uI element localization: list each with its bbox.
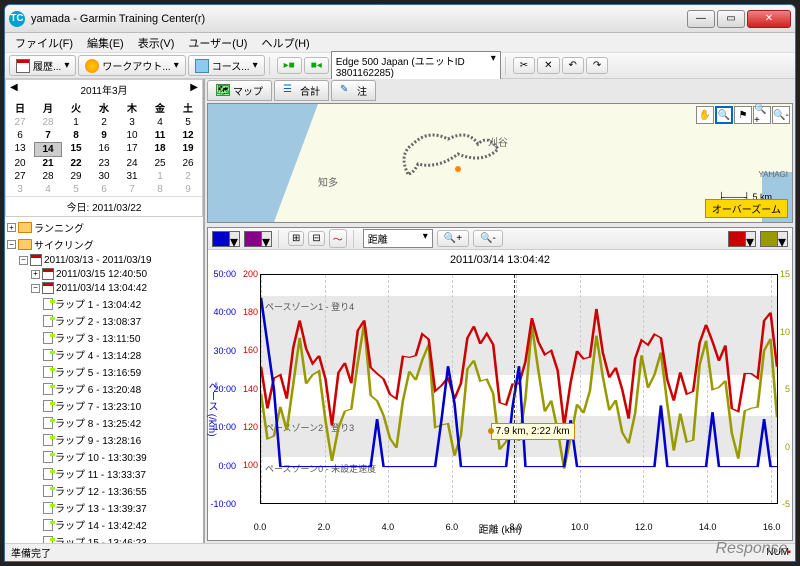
series-hr-swatch[interactable]: ▾ — [728, 231, 756, 247]
map-zoomout-icon[interactable]: 🔍- — [772, 106, 790, 124]
chart-mode-2[interactable]: ⊟ — [308, 231, 324, 246]
tool-delete-button[interactable]: ✕ — [537, 57, 559, 74]
tree-item[interactable]: ラップ 1 - 13:04:42 — [7, 295, 201, 312]
chart-panel: ▾ ▾ ⊞ ⊟ 〜 距離▾ 🔍+ 🔍- ▾ ▾ 2011/03/14 13:04… — [207, 227, 793, 541]
send-button[interactable]: ▸■ — [277, 57, 302, 74]
cal-month: 2011年3月 — [80, 82, 127, 97]
status-num: NUM — [766, 547, 789, 558]
tree-item[interactable]: ラップ 7 - 13:23:10 — [7, 397, 201, 414]
left-panel: ◀ 2011年3月 ▶ 日月火水木金土272812345678910111213… — [5, 79, 205, 543]
calendar: ◀ 2011年3月 ▶ 日月火水木金土272812345678910111213… — [5, 79, 203, 217]
minimize-button[interactable]: — — [687, 10, 715, 28]
tool-redo-button[interactable]: ↷ — [586, 57, 608, 74]
tree-item[interactable]: −2011/03/13 - 2011/03/19 — [7, 253, 201, 267]
map-zoom-icon[interactable]: 🔍 — [715, 106, 733, 124]
app-icon: TC — [9, 11, 25, 27]
tab-notes[interactable]: ✎注 — [331, 80, 376, 101]
tree-item[interactable]: ラップ 10 - 13:30:39 — [7, 448, 201, 465]
chart-mode-1[interactable]: ⊞ — [288, 231, 304, 246]
tree-item[interactable]: ラップ 5 - 13:16:59 — [7, 363, 201, 380]
tree-item[interactable]: +ランニング — [7, 219, 201, 236]
cal-today[interactable]: 今日: 2011/03/22 — [6, 196, 202, 216]
chart-toolbar: ▾ ▾ ⊞ ⊟ 〜 距離▾ 🔍+ 🔍- ▾ ▾ — [208, 228, 792, 250]
chart-title: 2011/03/14 13:04:42 — [208, 254, 792, 266]
plot-area[interactable]: ペースゾーン1 - 登り4 ペースゾーン2 - 登り3 ペースゾーン0 - 未設… — [260, 274, 778, 504]
main-area: ◀ 2011年3月 ▶ 日月火水木金土272812345678910111213… — [5, 79, 795, 543]
x-axis-select[interactable]: 距離▾ — [363, 229, 433, 248]
chart-tooltip: 7.9 km, 2:22 /km — [491, 423, 575, 440]
status-ready: 準備完了 — [11, 545, 51, 560]
map-overzoom-badge: オーバーズーム — [705, 199, 788, 218]
chart-zoomout[interactable]: 🔍- — [473, 230, 503, 247]
statusbar: 準備完了 NUM — [5, 543, 795, 561]
tree-item[interactable]: +2011/03/15 12:40:50 — [7, 267, 201, 281]
chart-lines — [261, 275, 777, 503]
tool-undo-button[interactable]: ↶ — [562, 57, 584, 74]
menu-user[interactable]: ユーザー(U) — [182, 33, 253, 53]
cal-next[interactable]: ▶ — [190, 82, 198, 97]
menu-view[interactable]: 表示(V) — [132, 33, 181, 53]
y-axis-grade: 151050-5 — [778, 274, 790, 504]
map-panel[interactable]: ✋ 🔍 ⚑ 🔍+ 🔍- 知多 刈谷 安城 YAHAGI ├───┤ 5 km オ… — [207, 103, 793, 223]
tree-item[interactable]: ラップ 12 - 13:36:55 — [7, 482, 201, 499]
y-axis-hr: 200180160140120100 — [236, 274, 258, 504]
tree-item[interactable]: ラップ 9 - 13:28:16 — [7, 431, 201, 448]
tree-item[interactable]: ラップ 2 - 13:08:37 — [7, 312, 201, 329]
app-window: TC yamada - Garmin Training Center(r) — … — [4, 4, 796, 562]
tab-summary[interactable]: ☰合計 — [274, 80, 329, 101]
menu-edit[interactable]: 編集(E) — [81, 33, 130, 53]
series-grade-swatch[interactable]: ▾ — [760, 231, 788, 247]
map-zoomin-icon[interactable]: 🔍+ — [753, 106, 771, 124]
tree-item[interactable]: ラップ 14 - 13:42:42 — [7, 516, 201, 533]
map-label-chita: 知多 — [318, 174, 338, 189]
tree-item[interactable]: ラップ 15 - 13:46:23 — [7, 533, 201, 543]
close-button[interactable]: ✕ — [747, 10, 791, 28]
right-panel: 🗺マップ ☰合計 ✎注 ✋ 🔍 ⚑ 🔍+ 🔍- 知多 — [205, 79, 795, 543]
map-track — [388, 124, 528, 184]
workout-button[interactable]: ワークアウト...▾ — [78, 55, 185, 76]
chart-cursor — [514, 275, 515, 503]
maximize-button[interactable]: ▭ — [717, 10, 745, 28]
menu-file[interactable]: ファイル(F) — [9, 33, 79, 53]
map-flag-icon[interactable]: ⚑ — [734, 106, 752, 124]
chart-zoomin[interactable]: 🔍+ — [437, 230, 469, 247]
course-button[interactable]: コース...▾ — [188, 55, 265, 76]
tree-item[interactable]: ラップ 3 - 13:11:50 — [7, 329, 201, 346]
tree-item[interactable]: ラップ 11 - 13:33:37 — [7, 465, 201, 482]
chart-mode-3[interactable]: 〜 — [329, 229, 347, 248]
tab-map[interactable]: 🗺マップ — [207, 80, 272, 101]
tree-item[interactable]: ラップ 4 - 13:14:28 — [7, 346, 201, 363]
map-label-yahagi: YAHAGI — [758, 170, 788, 179]
receive-button[interactable]: ■◂ — [304, 57, 329, 74]
history-button[interactable]: 履歴...▾ — [9, 55, 76, 76]
cal-prev[interactable]: ◀ — [10, 82, 18, 97]
x-axis-label: 距離 (km) — [208, 521, 792, 536]
toolbar: 履歴...▾ ワークアウト...▾ コース...▾ ▸■ ■◂ Edge 500… — [5, 53, 795, 79]
device-select[interactable]: Edge 500 Japan (ユニットID 3801162285)▾ — [331, 51, 501, 81]
series-pace-swatch[interactable]: ▾ — [212, 231, 240, 247]
view-tabs: 🗺マップ ☰合計 ✎注 — [205, 79, 795, 101]
titlebar: TC yamada - Garmin Training Center(r) — … — [5, 5, 795, 33]
menu-help[interactable]: ヘルプ(H) — [255, 33, 315, 53]
series-4-swatch[interactable]: ▾ — [244, 231, 272, 247]
window-title: yamada - Garmin Training Center(r) — [31, 13, 687, 25]
tool-cut-button[interactable]: ✂ — [513, 57, 535, 74]
calendar-grid[interactable]: 日月火水木金土272812345678910111213141516171819… — [6, 99, 202, 196]
map-pan-icon[interactable]: ✋ — [696, 106, 714, 124]
activity-tree[interactable]: +ランニング−サイクリング−2011/03/13 - 2011/03/19+20… — [5, 217, 203, 543]
map-label-kariya: 刈谷 — [488, 134, 508, 149]
tree-item[interactable]: −サイクリング — [7, 236, 201, 253]
tree-item[interactable]: ラップ 8 - 13:25:42 — [7, 414, 201, 431]
tree-item[interactable]: −2011/03/14 13:04:42 — [7, 281, 201, 295]
tree-item[interactable]: ラップ 6 - 13:20:48 — [7, 380, 201, 397]
tree-item[interactable]: ラップ 13 - 13:39:37 — [7, 499, 201, 516]
chart-area[interactable]: 2011/03/14 13:04:42 50:0040:0030:0020:00… — [208, 250, 792, 540]
